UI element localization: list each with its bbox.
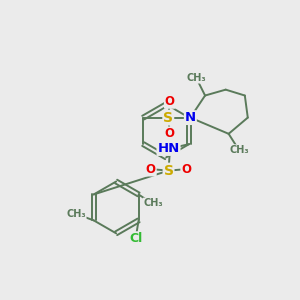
Text: N: N	[185, 111, 196, 124]
Text: O: O	[165, 127, 175, 140]
Text: CH₃: CH₃	[229, 145, 249, 155]
Text: CH₃: CH₃	[66, 209, 86, 220]
Text: O: O	[181, 163, 191, 176]
Text: CH₃: CH₃	[186, 73, 206, 83]
Text: Cl: Cl	[129, 232, 142, 245]
Text: CH₃: CH₃	[143, 198, 163, 208]
Text: HN: HN	[158, 142, 180, 155]
Text: O: O	[146, 163, 156, 176]
Text: S: S	[164, 164, 173, 178]
Text: O: O	[165, 95, 175, 108]
Text: S: S	[163, 111, 173, 124]
